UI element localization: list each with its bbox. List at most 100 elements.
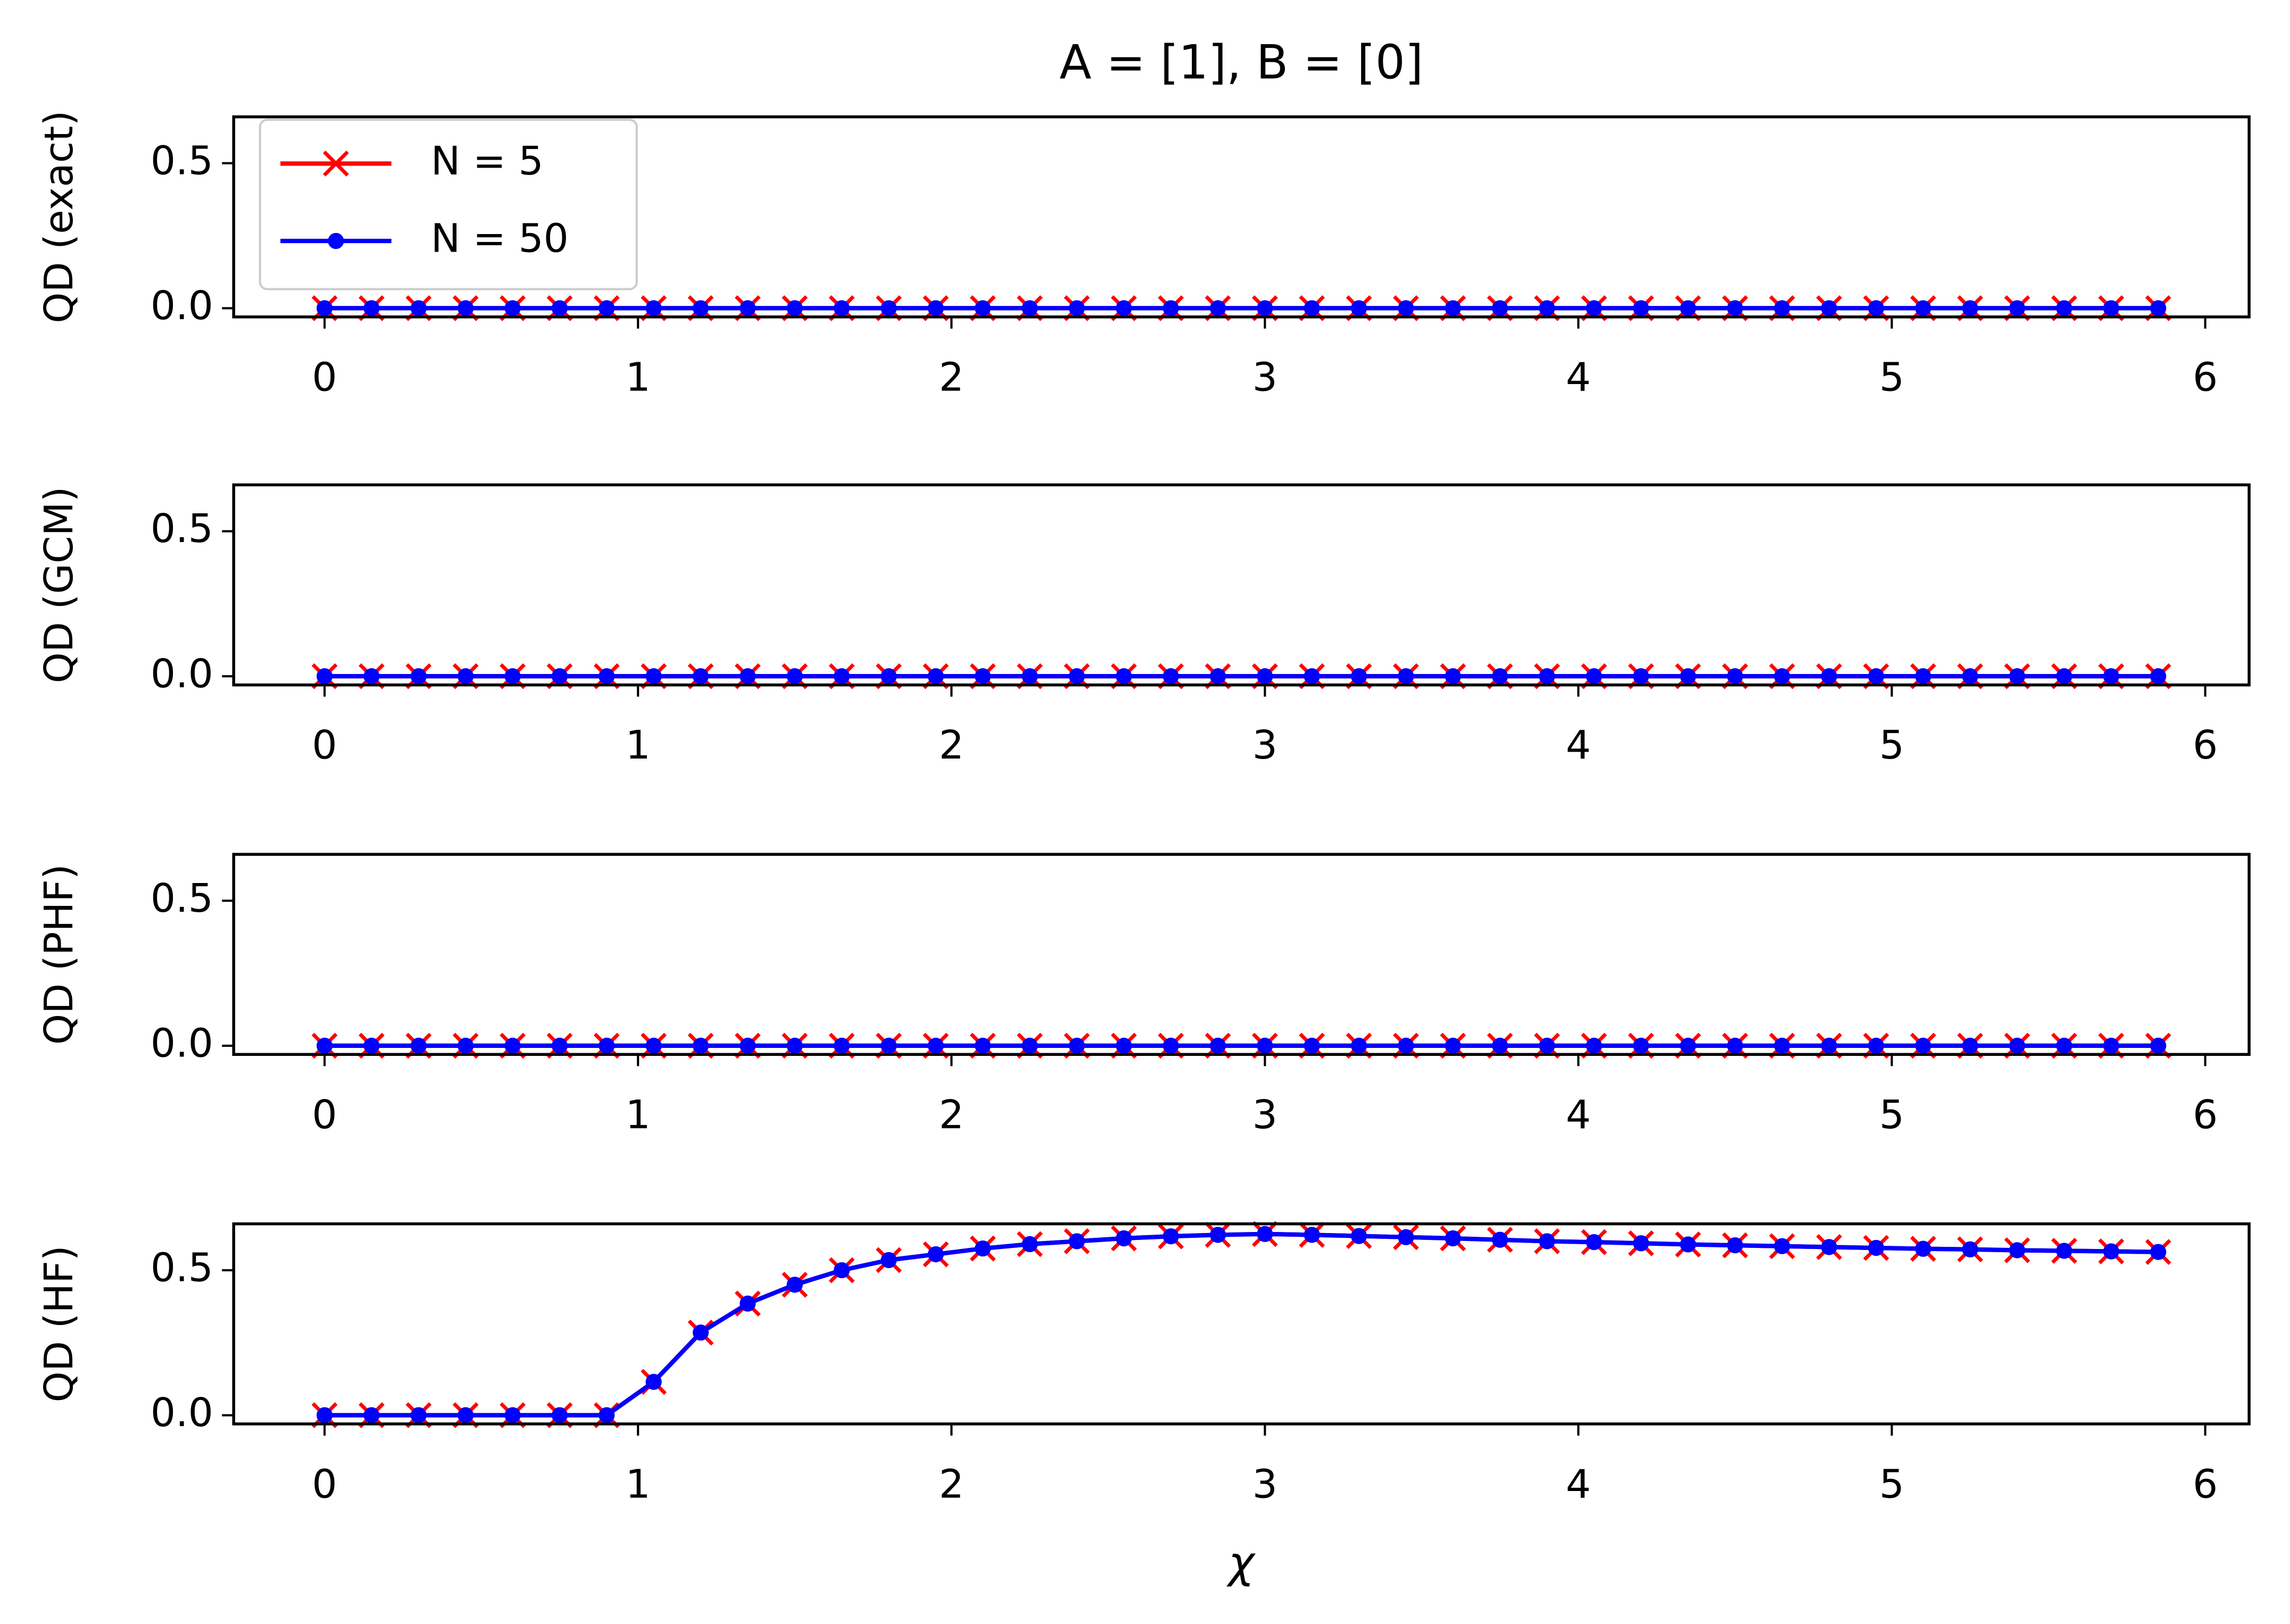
marker (1350, 1228, 1367, 1244)
y-axis-label: QD (PHF) (36, 864, 82, 1045)
marker (1821, 300, 1837, 317)
legend-marker (322, 151, 349, 177)
y-tick-label: 0.0 (151, 1020, 213, 1066)
marker (2103, 300, 2120, 317)
marker (2009, 668, 2026, 685)
marker (316, 1037, 333, 1054)
x-tick-label: 2 (939, 1461, 964, 1507)
x-tick-label: 6 (2193, 354, 2218, 400)
marker (833, 668, 850, 685)
marker (599, 300, 615, 317)
marker (1445, 300, 1461, 317)
marker (927, 1037, 944, 1054)
marker (1068, 668, 1085, 685)
marker (692, 668, 709, 685)
x-tick-label: 4 (1566, 722, 1591, 768)
x-tick-label: 4 (1566, 354, 1591, 400)
marker (1586, 300, 1603, 317)
marker (1539, 1233, 1555, 1250)
marker (1680, 1037, 1696, 1054)
marker (551, 300, 568, 317)
marker (692, 300, 709, 317)
marker (927, 300, 944, 317)
y-tick-label: 0.5 (151, 506, 213, 552)
marker (1398, 300, 1414, 317)
marker (2056, 1243, 2072, 1259)
marker (1492, 300, 1508, 317)
marker (1633, 300, 1649, 317)
marker (316, 1407, 333, 1423)
x-tick-label: 0 (312, 1092, 337, 1138)
marker (1257, 668, 1273, 685)
marker (504, 300, 521, 317)
legend-label: N = 50 (431, 216, 569, 262)
marker (2103, 1243, 2120, 1260)
x-tick-label: 6 (2193, 1461, 2218, 1507)
marker (975, 1037, 991, 1054)
marker (833, 1037, 850, 1054)
plot-frame (232, 853, 2251, 1056)
x-tick-label: 5 (1879, 722, 1904, 768)
x-tick-label: 5 (1879, 1092, 1904, 1138)
x-tick-label: 5 (1879, 1461, 1904, 1507)
marker (1209, 300, 1226, 317)
marker (1068, 300, 1085, 317)
marker (2150, 1037, 2167, 1054)
marker (1915, 300, 1931, 317)
marker (1445, 1230, 1461, 1247)
marker (1163, 668, 1179, 685)
marker (1492, 668, 1508, 685)
marker (1821, 1239, 1837, 1255)
marker (1492, 1231, 1508, 1248)
x-tick-label: 0 (312, 354, 337, 400)
x-tick-label: 6 (2193, 722, 2218, 768)
marker (1821, 668, 1837, 685)
marker (833, 1262, 850, 1279)
marker (1022, 668, 1038, 685)
marker (1727, 668, 1744, 685)
plot-frame (232, 483, 2251, 687)
marker (645, 668, 662, 685)
marker (975, 668, 991, 685)
y-tick-label: 0.5 (151, 876, 213, 921)
marker (1821, 1037, 1837, 1054)
y-tick-label: 0.0 (151, 1390, 213, 1436)
x-tick-label: 4 (1566, 1092, 1591, 1138)
marker (1727, 300, 1744, 317)
marker (786, 668, 803, 685)
marker (1445, 668, 1461, 685)
marker (1350, 300, 1367, 317)
marker (1445, 1037, 1461, 1054)
marker (881, 668, 897, 685)
marker (2009, 1037, 2026, 1054)
marker (458, 668, 474, 685)
marker (1586, 1037, 1603, 1054)
x-tick-label: 1 (626, 1092, 651, 1138)
marker (504, 668, 521, 685)
marker (1633, 1037, 1649, 1054)
marker (1633, 1235, 1649, 1252)
marker (1492, 1037, 1508, 1054)
marker (740, 300, 756, 317)
marker (1868, 1037, 1885, 1054)
marker (645, 300, 662, 317)
marker (1116, 1230, 1132, 1247)
marker (410, 1037, 427, 1054)
marker (1304, 1037, 1320, 1054)
y-tick-label: 0.5 (151, 138, 213, 184)
marker (458, 300, 474, 317)
marker (551, 1407, 568, 1423)
marker (1398, 1229, 1414, 1245)
marker (786, 1277, 803, 1293)
marker (1774, 300, 1790, 317)
marker (2009, 300, 2026, 317)
marker (1116, 668, 1132, 685)
marker (316, 300, 333, 317)
marker (1727, 1037, 1744, 1054)
marker (1680, 1236, 1696, 1253)
marker (1962, 300, 1978, 317)
marker (1163, 300, 1179, 317)
marker (363, 668, 380, 685)
marker (1868, 668, 1885, 685)
